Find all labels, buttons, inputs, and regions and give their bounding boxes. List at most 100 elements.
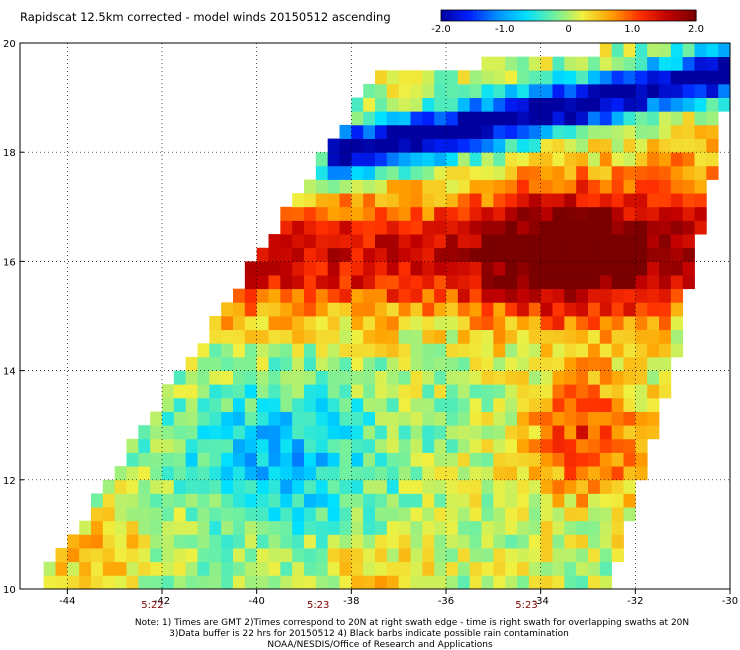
heatmap-cell [647, 220, 660, 235]
heatmap-cell [410, 575, 423, 590]
heatmap-cell [197, 343, 210, 358]
heatmap-cell [422, 261, 435, 276]
heatmap-cell [386, 165, 400, 180]
heatmap-cell [304, 520, 317, 535]
heatmap-cell [446, 561, 459, 576]
heatmap-cell [706, 152, 719, 167]
heatmap-cell [446, 288, 459, 303]
heatmap-cell [434, 493, 447, 508]
heatmap-cell [67, 561, 80, 576]
heatmap-cell [635, 329, 648, 344]
heatmap-cell [457, 288, 471, 303]
heatmap-cell [552, 261, 565, 276]
heatmap-cell [292, 247, 305, 262]
heatmap-cell [339, 507, 352, 522]
heatmap-cell [528, 575, 542, 590]
heatmap-cell [635, 138, 648, 153]
heatmap-cell [457, 534, 471, 549]
colorbar-segment [504, 10, 510, 21]
heatmap-cell [588, 343, 601, 358]
heatmap-cell [576, 575, 589, 590]
heatmap-cell [599, 370, 613, 385]
heatmap-cell [599, 316, 613, 331]
heatmap-cell [611, 548, 624, 563]
heatmap-cell [588, 479, 601, 494]
heatmap-cell [528, 520, 542, 535]
heatmap-cell [481, 220, 494, 235]
heatmap-cell [647, 179, 660, 194]
heatmap-cell [363, 520, 376, 535]
heatmap-cell [339, 356, 352, 371]
heatmap-cell [410, 479, 423, 494]
heatmap-cell [481, 561, 494, 576]
heatmap-cell [351, 452, 364, 467]
colorbar-segment [556, 10, 562, 21]
colorbar-segment [536, 10, 542, 21]
heatmap-cell [304, 179, 317, 194]
heatmap-cell [457, 397, 471, 412]
heatmap-cell [493, 411, 506, 426]
heatmap-cell [659, 302, 672, 317]
heatmap-cell [540, 534, 553, 549]
colorbar-segment [580, 10, 586, 21]
heatmap-cell [268, 520, 281, 535]
heatmap-cell [682, 220, 695, 235]
heatmap-cell [363, 384, 376, 399]
heatmap-cell [292, 206, 305, 221]
heatmap-cell [162, 534, 175, 549]
heatmap-cell [91, 548, 104, 563]
heatmap-cell [552, 165, 565, 180]
heatmap-cell [564, 561, 577, 576]
heatmap-cell [517, 356, 530, 371]
heatmap-cell [564, 548, 577, 563]
heatmap-cell [375, 138, 388, 153]
heatmap-cell [599, 452, 613, 467]
heatmap-cell [114, 520, 127, 535]
heatmap-cell [434, 261, 447, 276]
heatmap-cell [576, 193, 589, 208]
heatmap-cell [398, 520, 411, 535]
heatmap-cell [233, 507, 246, 522]
heatmap-cell [351, 138, 364, 153]
heatmap-cell [623, 438, 636, 453]
heatmap-cell [588, 97, 601, 112]
heatmap-cell [79, 575, 92, 590]
heatmap-cell [469, 384, 482, 399]
heatmap-cell [611, 275, 624, 290]
heatmap-cell [375, 247, 388, 262]
heatmap-cell [599, 343, 613, 358]
heatmap-cell [398, 329, 411, 344]
heatmap-cell [280, 479, 293, 494]
heatmap-cell [505, 83, 518, 98]
heatmap-cell [280, 261, 293, 276]
heatmap-cell [256, 329, 269, 344]
heatmap-cell [635, 261, 648, 276]
x-tick-label: -36 [438, 596, 454, 607]
heatmap-cell [505, 275, 518, 290]
heatmap-cell [233, 316, 246, 331]
heatmap-cell [576, 275, 589, 290]
heatmap-cell [647, 275, 660, 290]
heatmap-cell [647, 152, 660, 167]
heatmap-cell [434, 425, 447, 440]
heatmap-cell [576, 165, 589, 180]
heatmap-cell [339, 152, 352, 167]
heatmap-cell [481, 138, 494, 153]
heatmap-cell [315, 384, 329, 399]
heatmap-cell [635, 165, 648, 180]
heatmap-cell [422, 548, 435, 563]
heatmap-cell [304, 247, 317, 262]
heatmap-cell [292, 520, 305, 535]
heatmap-cell [623, 493, 636, 508]
heatmap-cell [185, 548, 198, 563]
heatmap-cell [410, 520, 423, 535]
heatmap-cell [540, 343, 553, 358]
heatmap-cell [517, 275, 530, 290]
heatmap-cell [517, 83, 530, 98]
heatmap-cell [505, 356, 518, 371]
heatmap-cell [599, 302, 613, 317]
heatmap-cell [505, 111, 518, 126]
heatmap-cell [659, 43, 672, 58]
heatmap-cell [564, 329, 577, 344]
heatmap-cell [481, 302, 494, 317]
